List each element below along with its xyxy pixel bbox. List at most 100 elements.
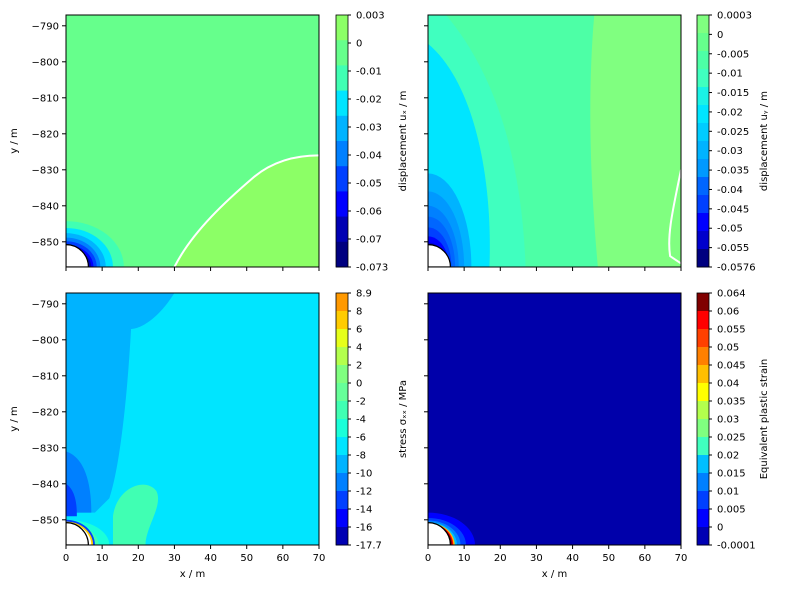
y-tick-label: −800: [32, 335, 59, 346]
x-axis-label: x / m: [542, 569, 567, 580]
top-left-panel: −850 −840 −830 −820 −810 −800 −790 y / m 0.003 0 -…: [9, 11, 409, 274]
y-tick-label: −790: [32, 299, 59, 310]
colorbar-band: [336, 455, 348, 474]
colorbar-band: [697, 159, 709, 178]
colorbar-band: [697, 473, 709, 492]
colorbar-tick-label: -0.05: [356, 179, 382, 190]
colorbar-band: [336, 115, 348, 142]
contour-band: [66, 293, 175, 513]
x-tick-label: 10: [96, 553, 109, 564]
bottom-right-panel: 0 10 20 30 40 50 60 70x / m0.0640.060.0550.050.…: [424, 289, 770, 580]
positive-region: [174, 155, 319, 267]
colorbar-tick-label: -0.07: [356, 235, 382, 246]
colorbar-tick-label: 8.9: [356, 289, 372, 300]
colorbar-band: [336, 141, 348, 167]
colorbar-band: [336, 473, 348, 492]
x-axis-label: x / m: [180, 569, 205, 580]
axes-frame: [427, 14, 682, 268]
bottom-left-panel: 0 10 20 30 40 50 60 70−850−840−830−820−810−800−…: [9, 289, 409, 581]
colorbar-tick-label: 0.003: [356, 11, 385, 22]
colorbar-band: [336, 216, 348, 243]
colorbar-label: Equivalent plastic strain: [759, 359, 770, 480]
colorbar-band: [697, 311, 709, 330]
colorbar-band: [697, 455, 709, 474]
colorbar-tick-label: 0.055: [717, 325, 746, 336]
zero-contour: [668, 169, 681, 265]
bottom-left-colorbar: 8.9 8 6 4 2 0 -2 -4 -6 -8 -10 -12 -14 -16 -17.7 stress …: [335, 289, 409, 552]
x-tick-label: 70: [313, 553, 326, 564]
y-tick-label: −820: [32, 407, 59, 418]
bottom-right-colorbar: 0.064 0.06 0.055 0.05 0.045 0.04 0.035 0.03 0.02…: [696, 289, 770, 552]
colorbar-tick-label: -8: [356, 451, 366, 462]
colorbar-tick-label: 0.01: [717, 487, 739, 498]
colorbar-band: [336, 527, 348, 546]
colorbar-tick-label: 8: [356, 307, 362, 318]
x-tick-label: 20: [132, 553, 145, 564]
colorbar-tick-label: -0.005: [717, 49, 749, 60]
colorbar-band: [697, 293, 709, 312]
top-right-colorbar: 0.0003 0 -0.005 -0.01 -0.015 -0.02 -0.025 -0.03…: [696, 11, 770, 274]
colorbar-band: [697, 213, 709, 232]
colorbar-tick-label: 0.06: [717, 307, 739, 318]
axes-frame: [65, 292, 320, 546]
colorbar-band: [336, 419, 348, 438]
x-tick-label: 0: [425, 553, 431, 564]
colorbar-tick-label: 0.064: [717, 289, 746, 300]
colorbar-tick-label: -16: [356, 523, 372, 534]
colorbar-tick-label: -0.03: [717, 146, 743, 157]
colorbar-tick-label: 0: [717, 30, 723, 41]
colorbar-tick-label: -0.0576: [717, 263, 756, 274]
colorbar-tick-label: -6: [356, 433, 366, 444]
colorbar-band: [336, 509, 348, 528]
colorbar-tick-label: -0.015: [717, 88, 749, 99]
colorbar-band: [697, 87, 709, 106]
bottom-left-field: [66, 293, 319, 545]
x-tick-label: 60: [276, 553, 289, 564]
x-tick-label: 50: [602, 553, 615, 564]
contour-band: [112, 484, 159, 545]
colorbar-tick-label: -0.01: [356, 67, 382, 78]
colorbar-band: [336, 311, 348, 330]
top-right-panel: 0.0003 0 -0.005 -0.01 -0.015 -0.02 -0.025 -0.03…: [424, 11, 770, 274]
colorbar-band: [336, 40, 348, 66]
colorbar-label: displacement uᵧ / m: [759, 91, 770, 191]
colorbar-tick-label: 2: [356, 361, 362, 372]
colorbar-tick-label: -2: [356, 397, 366, 408]
colorbar-tick-label: 4: [356, 343, 362, 354]
colorbar-band: [336, 437, 348, 456]
colorbar-band: [336, 65, 348, 92]
colorbar-band: [336, 365, 348, 384]
top-left-colorbar: 0.003 0 -0.01 -0.02 -0.03 -0.04 -0.05 -0.06 -0.0…: [335, 11, 409, 274]
y-axis-label: y / m: [9, 128, 20, 153]
colorbar-tick-label: -0.01: [717, 69, 743, 80]
colorbar-tick-label: -12: [356, 487, 372, 498]
colorbar-band: [336, 401, 348, 420]
colorbar-tick-label: -0.04: [717, 185, 743, 196]
bottom-right-field: [428, 293, 681, 545]
colorbar-tick-label: -0.02: [356, 95, 382, 106]
colorbar-tick-label: -0.06: [356, 207, 382, 218]
x-tick-label: 40: [204, 553, 217, 564]
colorbar-band: [336, 347, 348, 366]
axes-frame: [427, 292, 682, 546]
top-left-field: [66, 15, 319, 267]
colorbar-tick-label: -4: [356, 415, 366, 426]
colorbar-frame: [335, 14, 349, 268]
colorbar-tick-label: 0.045: [717, 361, 746, 372]
colorbar-band: [697, 347, 709, 366]
colorbar-label: stress σₓₓ / MPa: [398, 380, 409, 458]
colorbar-band: [697, 419, 709, 438]
colorbar-tick-label: -0.03: [356, 123, 382, 134]
y-tick-label: −820: [32, 129, 59, 140]
colorbar-tick-label: 0.025: [717, 433, 746, 444]
colorbar-band: [697, 365, 709, 384]
colorbar-band: [697, 249, 709, 268]
colorbar-band: [697, 123, 709, 142]
colorbar-band: [697, 105, 709, 124]
colorbar-band: [697, 51, 709, 70]
colorbar-band: [697, 509, 709, 528]
colorbar-tick-label: -10: [356, 469, 372, 480]
x-tick-label: 20: [494, 553, 507, 564]
x-tick-label: 30: [168, 553, 181, 564]
colorbar-tick-label: -14: [356, 505, 372, 516]
